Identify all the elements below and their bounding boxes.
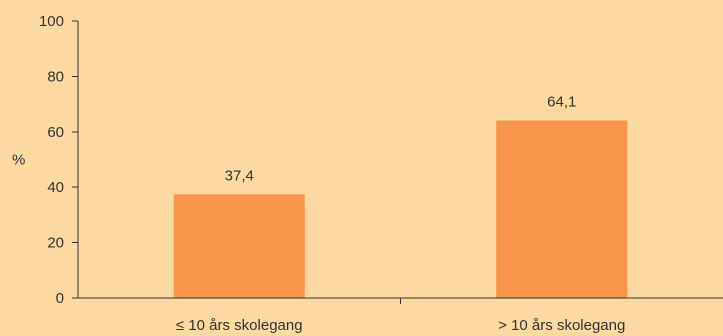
value-labels: 37,4 64,1 bbox=[225, 93, 577, 184]
x-category-label: > 10 års skolegang bbox=[498, 317, 625, 334]
bar-value-label: 64,1 bbox=[547, 93, 576, 110]
category-labels: ≤ 10 års skolegang > 10 års skolegang bbox=[176, 317, 625, 334]
bar bbox=[173, 194, 305, 298]
y-axis-ticks: 0 20 40 60 80 100 bbox=[39, 13, 78, 307]
x-category-label: ≤ 10 års skolegang bbox=[176, 317, 303, 334]
y-tick-label: 60 bbox=[47, 124, 64, 141]
bars bbox=[173, 120, 628, 299]
y-tick-label: 100 bbox=[39, 13, 64, 30]
y-axis-title: % bbox=[12, 152, 25, 169]
y-tick-label: 80 bbox=[47, 68, 64, 85]
bar-value-label: 37,4 bbox=[225, 167, 254, 184]
bar bbox=[496, 120, 628, 299]
y-tick-label: 40 bbox=[47, 179, 64, 196]
y-tick-label: 20 bbox=[47, 235, 64, 252]
y-tick-label: 0 bbox=[56, 290, 64, 307]
